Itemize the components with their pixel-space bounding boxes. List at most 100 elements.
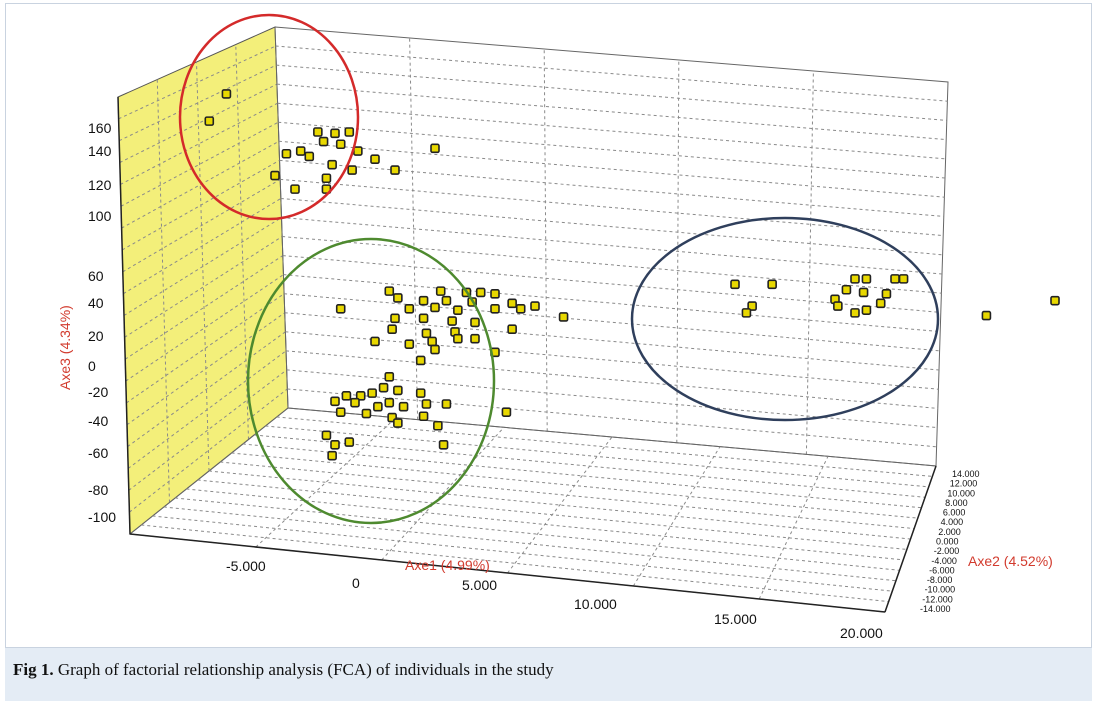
data-point-red — [390, 165, 400, 175]
cluster-circle-green — [246, 237, 496, 525]
data-point-green — [415, 388, 426, 398]
x-tick-label: 20.000 — [840, 625, 883, 641]
data-point-red — [270, 170, 280, 181]
back-gridline — [805, 70, 814, 455]
y-tick-label: -8.000 — [927, 575, 953, 585]
z-tick-label: -80 — [88, 482, 108, 498]
back-gridline — [276, 64, 947, 121]
data-point-navy — [747, 301, 757, 311]
data-point-green — [421, 399, 432, 409]
data-point-green — [430, 302, 440, 313]
z-tick-label: -100 — [88, 509, 116, 525]
data-point-navy — [850, 308, 860, 318]
data-point-red — [295, 146, 306, 156]
data-point-green — [470, 317, 480, 328]
z-axis-line — [117, 96, 131, 535]
data-point-green — [490, 303, 500, 314]
caption-text: Graph of factorial relationship analysis… — [53, 660, 554, 679]
back-gridline — [286, 350, 938, 409]
data-point-red — [327, 159, 337, 170]
y-tick-label: 0.000 — [936, 537, 959, 547]
data-point-green — [435, 286, 446, 296]
data-point-green — [330, 396, 340, 407]
back-gridline — [286, 369, 938, 429]
back-gridline — [280, 178, 944, 237]
data-point-green — [361, 408, 372, 419]
back-gridline — [284, 312, 940, 371]
data-point-navy — [890, 274, 900, 284]
data-point-green — [515, 303, 526, 314]
data-point-green — [470, 333, 480, 344]
floor-gridline — [507, 436, 613, 574]
data-point-green — [404, 339, 415, 349]
y-axis-title: Axe2 (4.52%) — [968, 553, 1053, 569]
data-point-green — [438, 439, 449, 450]
wall-gridline — [122, 178, 281, 273]
y-tick-label: 6.000 — [943, 508, 966, 518]
data-point-green — [350, 397, 360, 408]
z-tick-label: 160 — [88, 120, 112, 136]
data-point-red — [318, 136, 329, 147]
data-point-green — [404, 303, 415, 314]
wall-gridline — [126, 293, 285, 404]
z-tick-label: -20 — [88, 384, 108, 400]
data-point-green — [393, 293, 403, 303]
back-gridline — [278, 140, 945, 198]
back-gridline — [285, 331, 939, 390]
y-tick-label: -12.000 — [922, 594, 953, 604]
z-axis-ticks: 160 140 120 100 60 40 20 0 -20 -40 -60 -80 -100 — [88, 120, 116, 525]
x-tick-label: -5.000 — [226, 558, 266, 574]
floor-gridline — [276, 416, 933, 477]
z-tick-label: -60 — [88, 445, 108, 461]
data-point-red — [335, 139, 346, 150]
wall-gridline — [156, 79, 170, 503]
floor-gridline — [255, 417, 397, 548]
wall-gridline — [118, 45, 276, 120]
z-tick-label: -40 — [88, 413, 108, 429]
y-tick-label: 4.000 — [941, 517, 964, 527]
x-axis-line — [129, 533, 886, 613]
x-tick-label: 0 — [352, 575, 360, 591]
floor-gridline — [141, 524, 889, 603]
back-gridline — [275, 45, 948, 102]
z-tick-label: 60 — [88, 268, 104, 284]
data-point-green — [335, 303, 346, 314]
data-point-red — [347, 165, 357, 175]
z-tick-label: 100 — [88, 208, 112, 224]
data-point-green — [421, 328, 432, 339]
data-point-green — [475, 287, 486, 298]
back-gridline — [283, 274, 941, 333]
data-point-green — [433, 420, 443, 431]
back-gridline — [543, 48, 548, 432]
data-point-navy — [841, 284, 852, 295]
z-tick-label: 40 — [88, 295, 104, 311]
back-gridline — [284, 293, 940, 352]
data-point-red — [321, 173, 332, 184]
data-point-navy — [898, 274, 909, 284]
data-point-green — [393, 385, 403, 396]
x-axis-title: Axe1 (4.99%) — [405, 557, 490, 573]
data-point-green — [418, 295, 429, 306]
floor-gridline — [152, 515, 893, 592]
data-point-green — [330, 439, 340, 450]
back-gridline — [282, 236, 942, 294]
data-point-navy — [767, 279, 777, 290]
data-point-green — [430, 344, 440, 355]
data-point-navy — [861, 305, 872, 315]
back-gridline — [409, 37, 419, 420]
data-point-green — [418, 411, 429, 422]
y-axis-line — [884, 465, 937, 613]
data-point-red — [304, 151, 315, 162]
data-point-navy — [730, 279, 740, 290]
y-tick-label: 14.000 — [952, 469, 980, 479]
fca-3d-scatter-chart: 160 140 120 100 60 40 20 0 -20 -40 -60 -80 -100 -5.0… — [57, 13, 1060, 641]
data-point-green — [558, 312, 569, 322]
data-point-green — [530, 301, 540, 311]
data-point-green — [387, 324, 397, 335]
data-point-green — [384, 286, 395, 296]
caption-label: Fig 1. — [13, 660, 54, 679]
floor — [128, 407, 937, 613]
data-point-green — [341, 391, 352, 401]
data-point-navy — [741, 308, 752, 318]
x-tick-label: 10.000 — [574, 596, 617, 612]
